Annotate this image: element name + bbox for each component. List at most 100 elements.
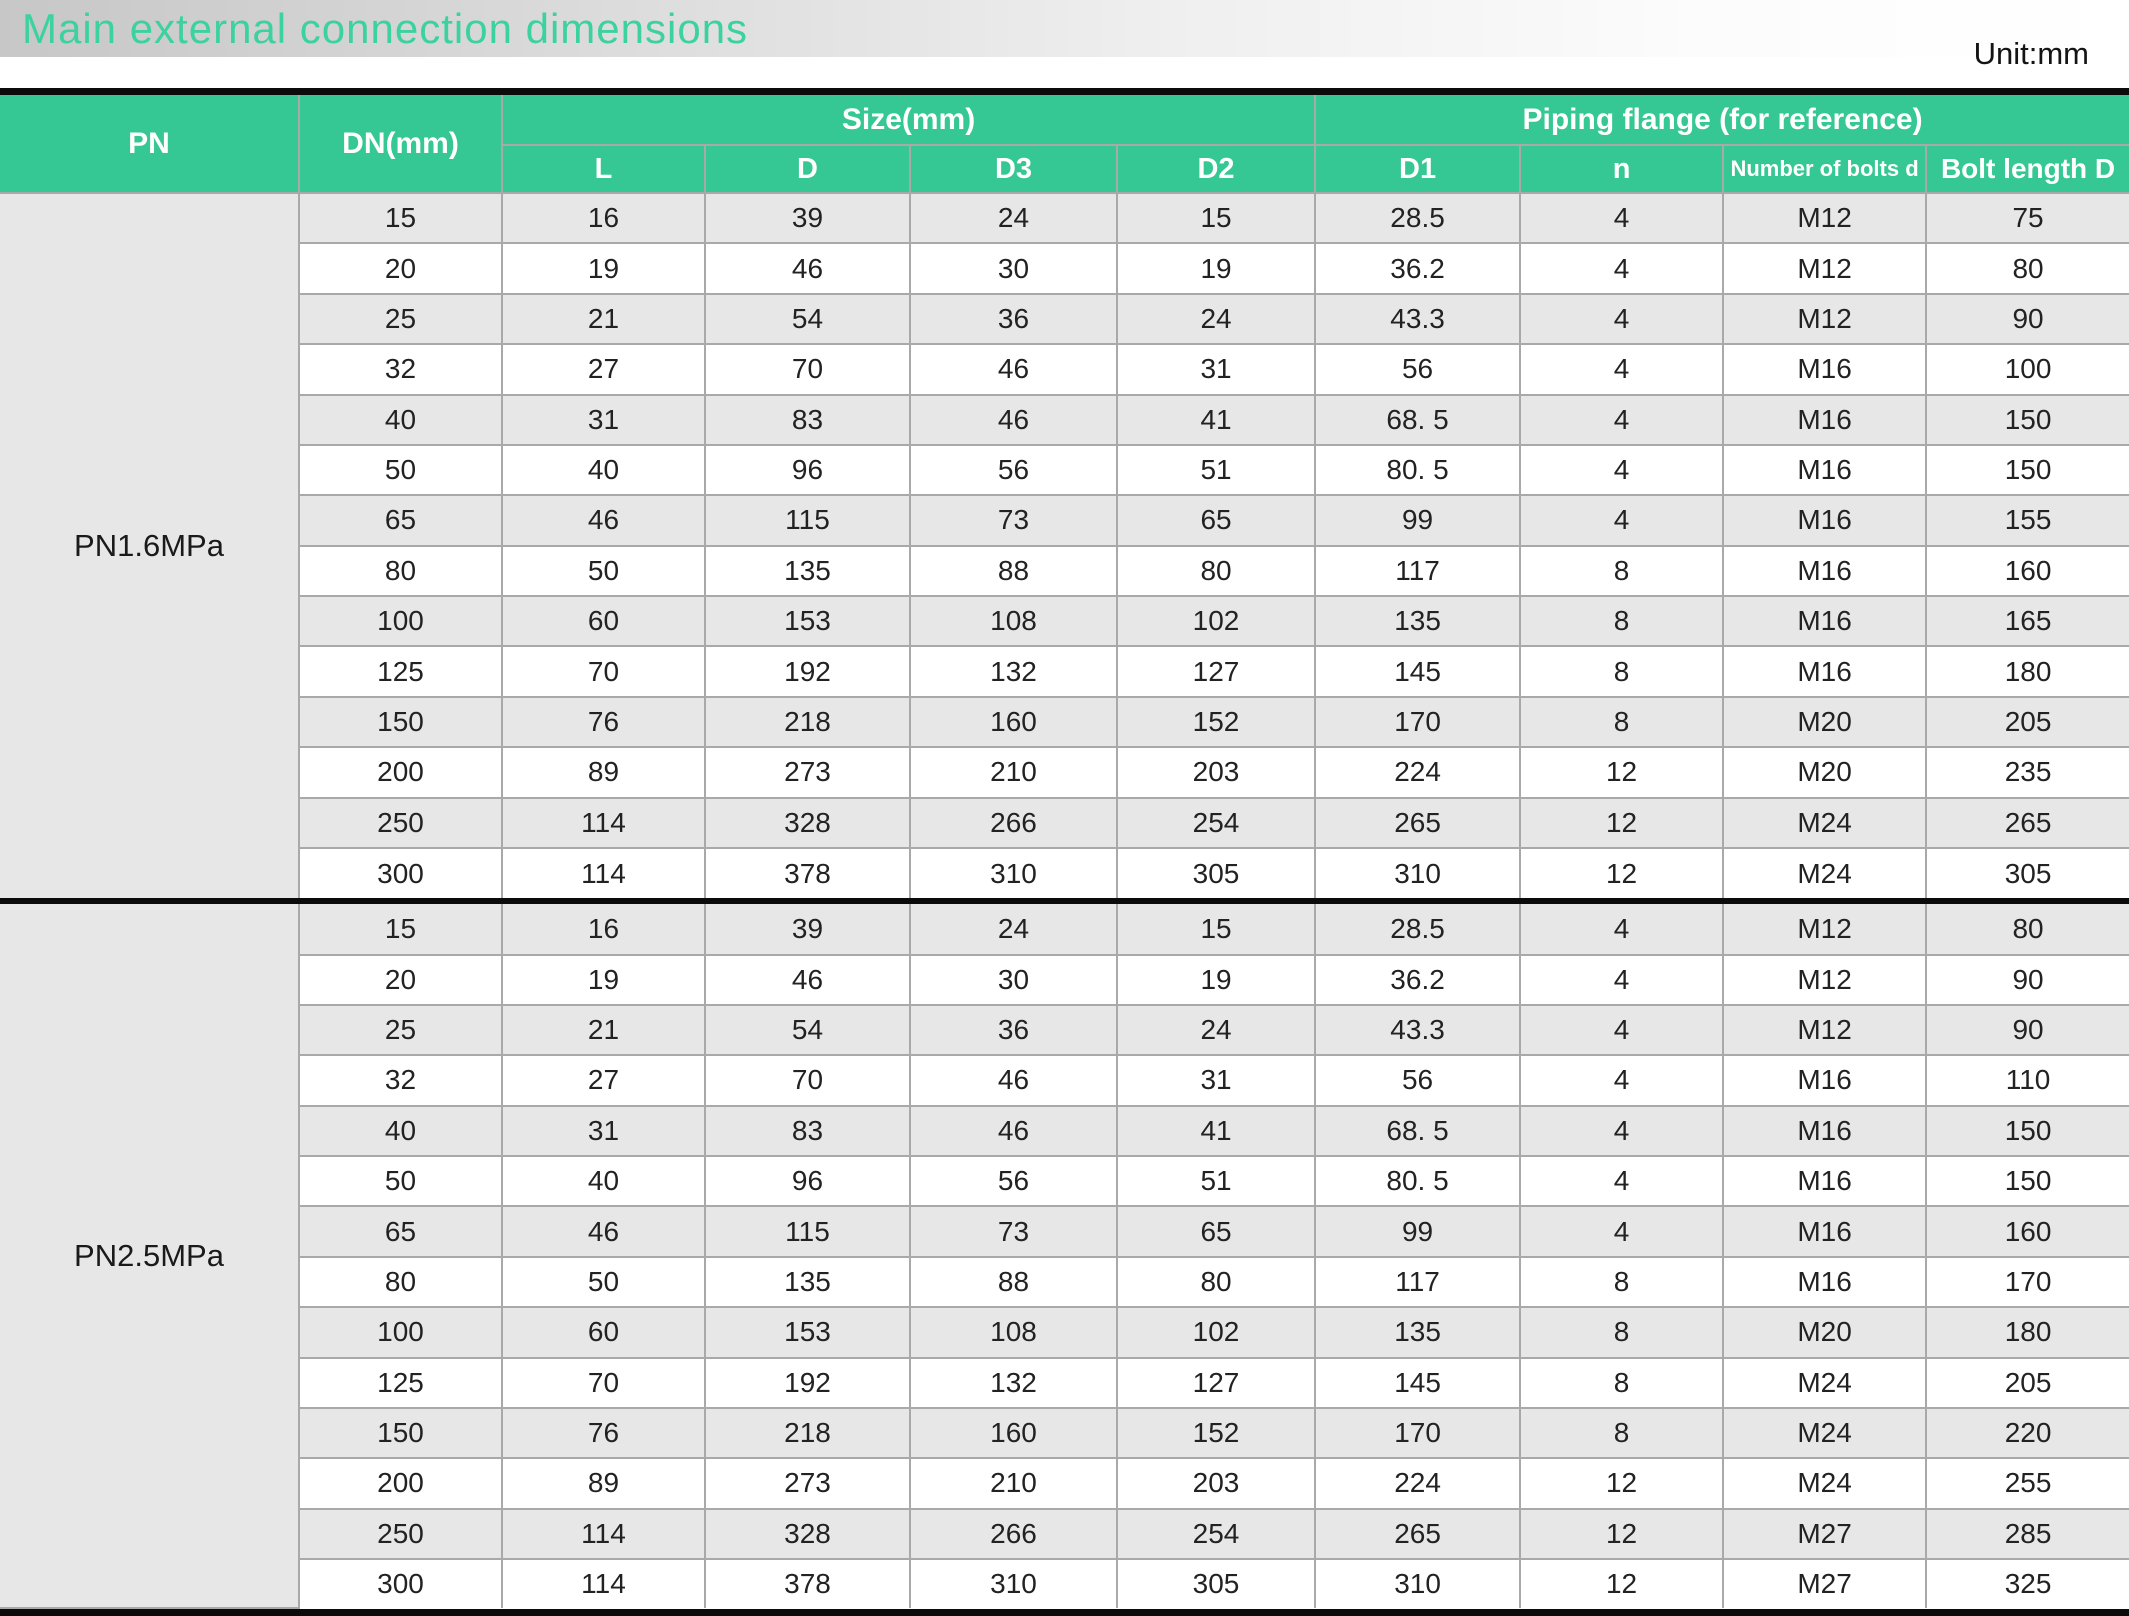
- table-row: 100 60 153 108 102 135 8 M20 180: [0, 1306, 2129, 1359]
- table-row: 50 40 96 56 51 80. 5 4 M16 150: [0, 443, 2129, 497]
- value-cell: 65: [1115, 1205, 1317, 1258]
- value-cell: 40: [501, 443, 706, 497]
- value-cell: M16: [1722, 594, 1928, 648]
- value-cell: 135: [1314, 594, 1522, 648]
- value-cell: 56: [909, 1155, 1118, 1208]
- value-cell: 80: [1925, 242, 2129, 295]
- value-cell: 70: [704, 343, 911, 396]
- value-cell: 36: [909, 292, 1118, 346]
- value-cell: 266: [909, 796, 1118, 849]
- value-cell: M12: [1722, 242, 1928, 295]
- value-cell: 41: [1115, 393, 1317, 446]
- value-cell: 165: [1925, 594, 2129, 648]
- value-cell: 68. 5: [1314, 1104, 1522, 1158]
- value-cell: 135: [1314, 1306, 1522, 1359]
- value-cell: 160: [1925, 1205, 2129, 1258]
- value-cell: 12: [1519, 1558, 1725, 1608]
- dn-cell: 250: [299, 1507, 503, 1561]
- table-row: 125 70 192 132 127 145 8 M24 205: [0, 1356, 2129, 1409]
- dn-cell: 80: [299, 544, 503, 598]
- value-cell: 56: [1314, 1054, 1522, 1107]
- header-col-n: n: [1519, 144, 1725, 194]
- value-cell: 305: [1925, 846, 2129, 903]
- value-cell: 4: [1519, 953, 1725, 1006]
- table-row: 200 89 273 210 203 224 12 M20 235: [0, 746, 2129, 799]
- value-cell: 132: [909, 645, 1118, 698]
- value-cell: 51: [1115, 1155, 1317, 1208]
- dn-cell: 250: [299, 796, 503, 849]
- table-header: PN DN(mm) Size(mm) Piping flange (for re…: [0, 95, 2129, 194]
- value-cell: 31: [1115, 343, 1317, 396]
- value-cell: 8: [1519, 1306, 1725, 1359]
- value-cell: 8: [1519, 594, 1725, 648]
- value-cell: 83: [704, 393, 911, 446]
- value-cell: 152: [1115, 1406, 1317, 1460]
- value-cell: 102: [1115, 594, 1317, 648]
- value-cell: M16: [1722, 544, 1928, 598]
- header-col-bolt-length: Bolt length D: [1925, 144, 2129, 194]
- dn-cell: 150: [299, 695, 503, 749]
- value-cell: 46: [909, 393, 1118, 446]
- table-body: PN1.6MPa 15 16 39 24 15 28.5 4 M12 75 20 19 46 30 19 36…: [0, 191, 2129, 1609]
- value-cell: 4: [1519, 1054, 1725, 1107]
- value-cell: 160: [1925, 544, 2129, 598]
- value-cell: 8: [1519, 1356, 1725, 1409]
- value-cell: 100: [1925, 343, 2129, 396]
- value-cell: 203: [1115, 1457, 1317, 1510]
- header-flange-group: Piping flange (for reference): [1314, 95, 2129, 146]
- value-cell: 4: [1519, 1205, 1725, 1258]
- value-cell: 76: [501, 1406, 706, 1460]
- value-cell: 115: [704, 1205, 911, 1258]
- value-cell: 31: [501, 393, 706, 446]
- value-cell: 12: [1519, 796, 1725, 849]
- value-cell: 56: [909, 443, 1118, 497]
- pn-section-label: PN2.5MPa: [0, 898, 300, 1609]
- value-cell: 70: [501, 645, 706, 698]
- dn-cell: 40: [299, 1104, 503, 1158]
- value-cell: M12: [1722, 898, 1928, 956]
- value-cell: M24: [1722, 1356, 1928, 1409]
- value-cell: 12: [1519, 846, 1725, 903]
- value-cell: 4: [1519, 1104, 1725, 1158]
- value-cell: 15: [1115, 191, 1317, 245]
- value-cell: 76: [501, 695, 706, 749]
- value-cell: M27: [1722, 1507, 1928, 1561]
- value-cell: 60: [501, 1306, 706, 1359]
- value-cell: 46: [501, 494, 706, 547]
- value-cell: 102: [1115, 1306, 1317, 1359]
- value-cell: 127: [1115, 645, 1317, 698]
- table-row: 300 114 378 310 305 310 12 M27 325: [0, 1558, 2129, 1608]
- dn-cell: 15: [298, 191, 503, 245]
- dn-cell: 65: [299, 1205, 503, 1258]
- value-cell: M20: [1722, 695, 1928, 749]
- value-cell: 31: [1115, 1054, 1317, 1107]
- header-dn: DN(mm): [298, 95, 503, 194]
- value-cell: 8: [1519, 544, 1725, 598]
- value-cell: 75: [1925, 191, 2129, 245]
- value-cell: 145: [1314, 1356, 1522, 1409]
- header-col-d1: D1: [1314, 144, 1522, 194]
- value-cell: 28.5: [1314, 191, 1522, 245]
- value-cell: 305: [1115, 846, 1317, 903]
- value-cell: 36.2: [1314, 242, 1522, 295]
- value-cell: 70: [704, 1054, 911, 1107]
- value-cell: 96: [704, 443, 911, 497]
- value-cell: 16: [501, 191, 706, 245]
- value-cell: 310: [909, 846, 1118, 903]
- value-cell: 39: [704, 898, 911, 956]
- value-cell: 170: [1314, 695, 1522, 749]
- table-row: 32 27 70 46 31 56 4 M16 100: [0, 343, 2129, 396]
- value-cell: 4: [1519, 443, 1725, 497]
- table-row: 40 31 83 46 41 68. 5 4 M16 150: [0, 393, 2129, 446]
- value-cell: 145: [1314, 645, 1522, 698]
- value-cell: 310: [1314, 846, 1522, 903]
- value-cell: 115: [704, 494, 911, 547]
- value-cell: 28.5: [1314, 898, 1522, 956]
- value-cell: 220: [1925, 1406, 2129, 1460]
- value-cell: 4: [1519, 1155, 1725, 1208]
- value-cell: 4: [1519, 292, 1725, 346]
- value-cell: 192: [704, 1356, 911, 1409]
- value-cell: 24: [1115, 1003, 1317, 1057]
- table-row: 20 19 46 30 19 36.2 4 M12 80: [0, 242, 2129, 295]
- value-cell: 108: [909, 594, 1118, 648]
